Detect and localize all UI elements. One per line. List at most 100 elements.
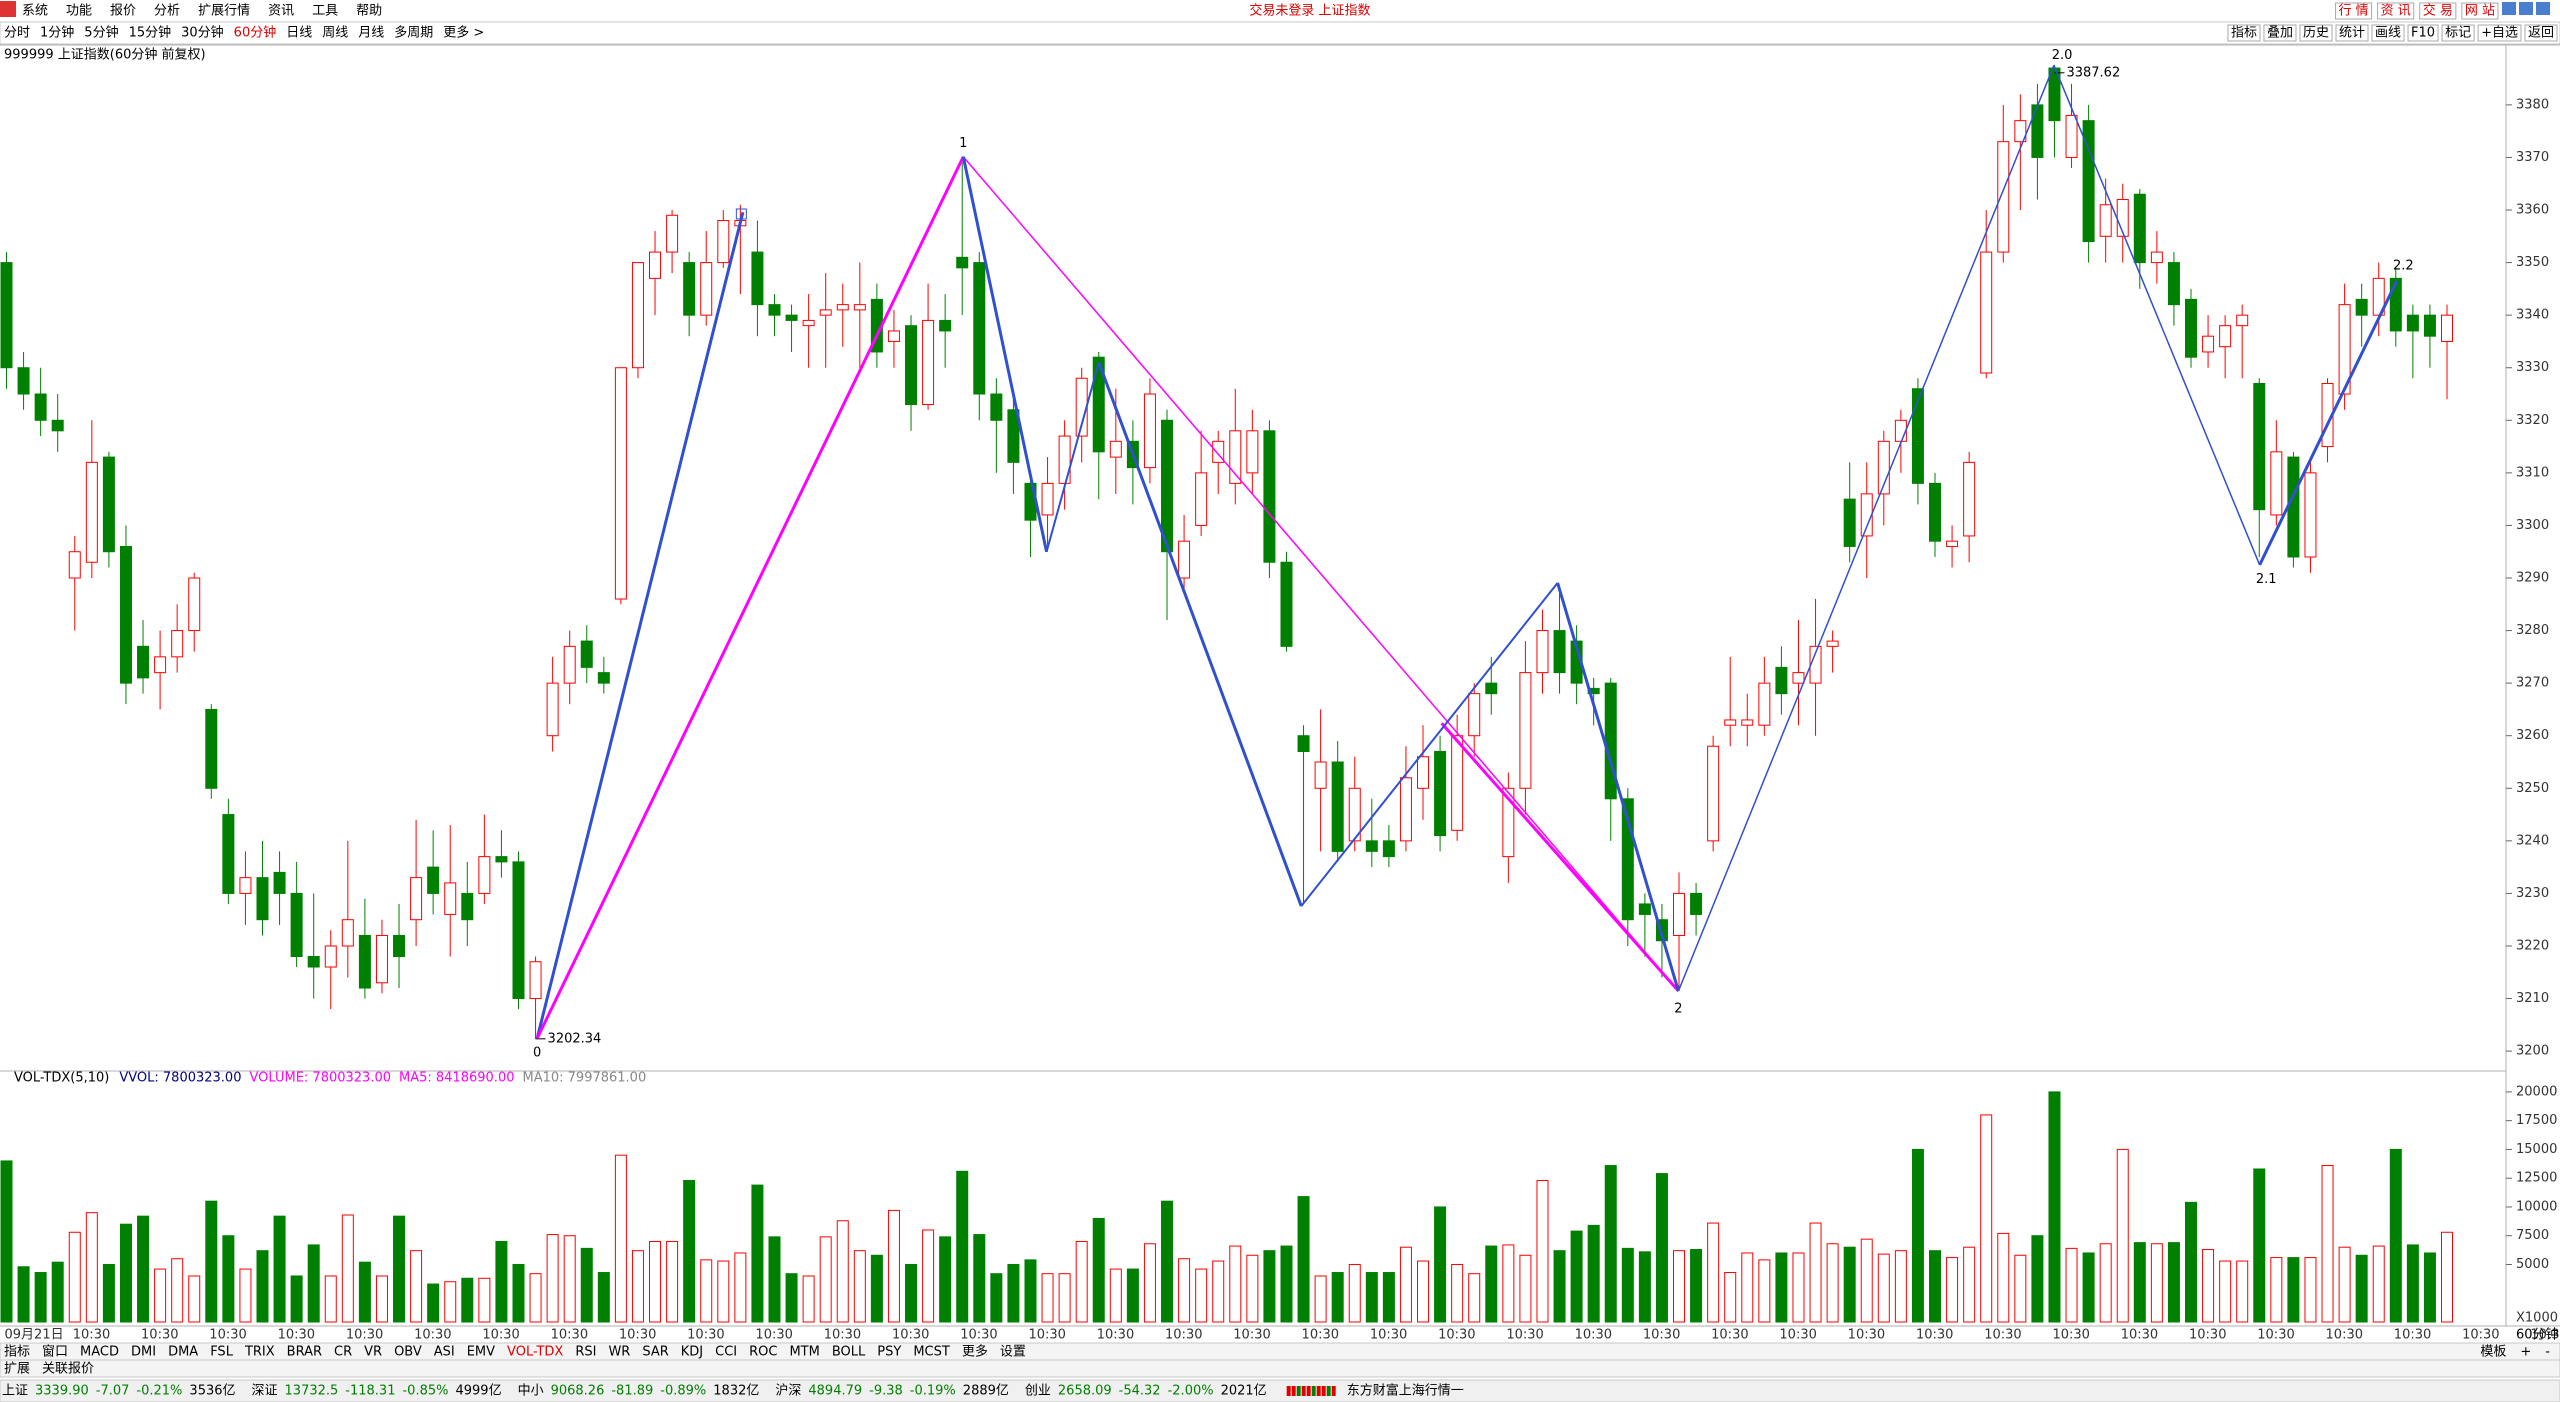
- period-tab[interactable]: 更多 >: [443, 25, 484, 41]
- title-bar: [0, 0, 2560, 22]
- period-tab[interactable]: 1分钟: [40, 25, 74, 41]
- indicator-tab[interactable]: 更多: [962, 1344, 988, 1360]
- indicator-tab[interactable]: ASI: [434, 1345, 455, 1360]
- indicator-tab[interactable]: BRAR: [287, 1345, 322, 1360]
- wave-line: [962, 156, 1679, 992]
- volume-bar: [2031, 1235, 2044, 1323]
- indicator-tab[interactable]: VR: [364, 1345, 382, 1360]
- period-tab[interactable]: 多周期: [394, 25, 433, 41]
- window-title: 交易未登录 上证指数: [1249, 3, 1370, 19]
- tool-button[interactable]: 指标: [2231, 26, 2257, 41]
- menu-item[interactable]: 帮助: [356, 4, 382, 19]
- candle-body: [1536, 630, 1549, 674]
- indicator-tab[interactable]: EMV: [467, 1345, 495, 1360]
- extra-tab[interactable]: 扩展: [4, 1362, 30, 1377]
- volume-bar: [17, 1266, 30, 1323]
- quick-button[interactable]: 交 易: [2423, 3, 2453, 19]
- candle-body: [2253, 382, 2266, 511]
- period-tab[interactable]: 周线: [322, 26, 348, 41]
- tool-button[interactable]: 返回: [2528, 26, 2554, 41]
- indicator-tab[interactable]: DMI: [131, 1345, 156, 1360]
- quick-button[interactable]: 资 讯: [2381, 4, 2411, 19]
- window-minimize[interactable]: [2502, 2, 2516, 15]
- candle-body: [375, 934, 388, 984]
- indicator-tab[interactable]: VOL-TDX: [507, 1345, 563, 1360]
- indicator-tab[interactable]: OBV: [394, 1345, 422, 1360]
- y-tick-label: 7500: [2516, 1228, 2549, 1243]
- indicator-tab[interactable]: MCST: [913, 1345, 950, 1360]
- indicator-tab[interactable]: CCI: [715, 1345, 737, 1360]
- indicator-tab[interactable]: MTM: [789, 1345, 819, 1360]
- indicator-tab[interactable]: 设置: [1000, 1345, 1026, 1360]
- tool-button[interactable]: 叠加: [2267, 26, 2293, 41]
- status-field: -0.85%: [402, 1384, 448, 1399]
- status-field: 2021亿: [1221, 1384, 1267, 1399]
- period-tab[interactable]: 5分钟: [84, 25, 118, 41]
- indicator-tab[interactable]: WR: [608, 1345, 630, 1360]
- indicator-tab[interactable]: TRIX: [244, 1345, 275, 1360]
- candle-body: [171, 630, 184, 658]
- x-tick-label: 10:30: [1575, 1328, 1612, 1343]
- x-tick-label: 10:30: [1711, 1328, 1748, 1343]
- extra-tab[interactable]: 关联报价: [42, 1362, 94, 1377]
- indicator-tab[interactable]: PSY: [877, 1345, 901, 1360]
- volume-bar: [137, 1215, 150, 1323]
- menu-item[interactable]: 资讯: [268, 4, 294, 19]
- menu-item[interactable]: 功能: [66, 4, 92, 19]
- period-tab[interactable]: 30分钟: [181, 25, 224, 41]
- period-tab[interactable]: 分时: [4, 26, 30, 41]
- volume-bar: [154, 1268, 167, 1323]
- indicator-tab[interactable]: DMA: [168, 1345, 198, 1360]
- indicator-tab[interactable]: RSI: [575, 1345, 596, 1360]
- volume-bar: [1382, 1272, 1395, 1323]
- tool-button[interactable]: 统计: [2339, 26, 2365, 41]
- indicator-tab[interactable]: 指标: [4, 1345, 30, 1360]
- candle-body: [2270, 451, 2283, 516]
- indicator-tab[interactable]: FSL: [210, 1345, 234, 1360]
- indicator-tab[interactable]: ROC: [749, 1345, 777, 1360]
- period-tab[interactable]: 月线: [358, 26, 384, 41]
- volume-bar: [188, 1275, 201, 1323]
- indicator-tab[interactable]: KDJ: [681, 1345, 703, 1360]
- tool-button[interactable]: 历史: [2303, 26, 2329, 41]
- y-tick-label: 12500: [2516, 1171, 2557, 1186]
- indicator-tab[interactable]: MACD: [80, 1345, 119, 1360]
- wave-line: [1045, 362, 1100, 553]
- volume-bar: [666, 1240, 679, 1323]
- indicator-tab[interactable]: BOLL: [832, 1345, 866, 1360]
- candle-body: [1229, 430, 1242, 484]
- status-indicator: [1286, 1386, 1291, 1396]
- tool-button[interactable]: 标记: [2445, 26, 2471, 41]
- candle-body: [887, 330, 900, 342]
- volume-bar: [2406, 1244, 2419, 1323]
- quick-button[interactable]: 行 情: [2338, 4, 2368, 19]
- candle-body: [1980, 251, 1993, 374]
- candle-body: [495, 856, 508, 863]
- template-tab[interactable]: +: [2520, 1345, 2531, 1360]
- period-tab[interactable]: 60分钟: [234, 25, 277, 41]
- template-tab[interactable]: 模板: [2480, 1345, 2506, 1360]
- window-maximize[interactable]: [2519, 2, 2533, 15]
- candle-body: [17, 367, 30, 395]
- window-close[interactable]: [2536, 2, 2550, 15]
- y-tick-label: 3300: [2516, 518, 2549, 533]
- menu-item[interactable]: 系统: [22, 4, 48, 19]
- menu-item[interactable]: 分析: [154, 4, 180, 19]
- quick-button[interactable]: 网 站: [2465, 4, 2495, 19]
- candle-body: [461, 892, 474, 921]
- volume-bar: [1946, 1257, 1959, 1323]
- template-tab[interactable]: -: [2545, 1345, 2550, 1360]
- volume-bar: [1604, 1165, 1617, 1323]
- indicator-tab[interactable]: 窗口: [42, 1344, 68, 1360]
- tool-button[interactable]: 画线: [2375, 26, 2401, 41]
- indicator-tab[interactable]: CR: [334, 1345, 352, 1360]
- candle-body: [1707, 745, 1720, 842]
- menu-item[interactable]: 报价: [110, 4, 136, 19]
- tool-button[interactable]: F10: [2411, 26, 2435, 41]
- menu-item[interactable]: 扩展行情: [198, 4, 250, 19]
- tool-button[interactable]: +自选: [2481, 26, 2518, 41]
- period-tab[interactable]: 15分钟: [129, 25, 172, 41]
- indicator-tab[interactable]: SAR: [642, 1345, 668, 1360]
- menu-item[interactable]: 工具: [312, 4, 338, 19]
- period-tab[interactable]: 日线: [286, 26, 312, 41]
